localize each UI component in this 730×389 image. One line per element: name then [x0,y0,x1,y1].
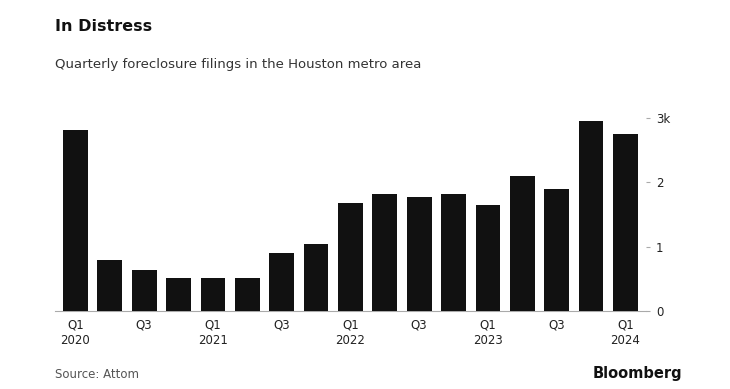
Bar [441,194,466,311]
Bar [372,194,397,311]
Bar [613,134,638,311]
Text: In Distress: In Distress [55,19,152,35]
Bar [304,244,328,311]
Bar [475,205,500,311]
Text: Source: Attom: Source: Attom [55,368,139,381]
Bar [166,278,191,311]
Bar [269,253,294,311]
Bar [63,130,88,311]
Bar [579,121,604,311]
Text: Quarterly foreclosure filings in the Houston metro area: Quarterly foreclosure filings in the Hou… [55,58,421,71]
Bar [510,176,534,311]
Bar [97,260,122,311]
Bar [235,278,260,311]
Bar [131,270,156,311]
Bar [201,279,226,311]
Bar [407,197,431,311]
Bar [338,203,363,311]
Bar [545,189,569,311]
Text: Bloomberg: Bloomberg [593,366,683,381]
